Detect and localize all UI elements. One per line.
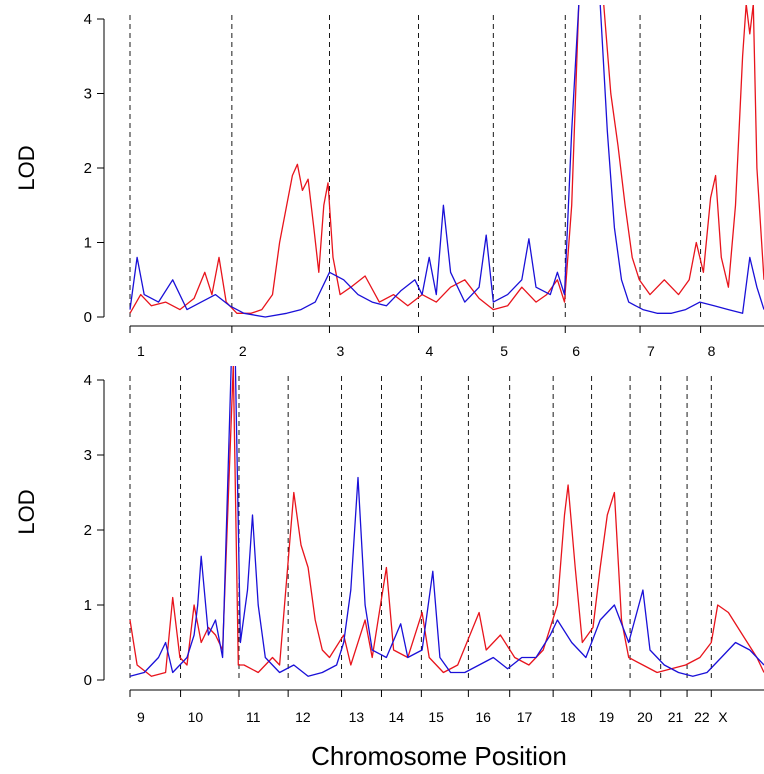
chromosome-label: 14: [388, 709, 404, 725]
chromosome-label: 20: [637, 709, 653, 725]
chromosome-label: 11: [246, 709, 261, 725]
series-red-line: [129, 5, 764, 314]
y-tick-label: 1: [84, 597, 92, 614]
top-panel: 0 1 2 3 4 LOD 1 2 3 4 5 6 7 8: [14, 5, 764, 359]
chromosome-label: 3: [336, 343, 344, 359]
y-tick-label: 4: [84, 11, 92, 28]
y-tick-label: 4: [84, 372, 92, 389]
chromosome-label: 2: [239, 343, 247, 359]
chromosome-label: X: [718, 709, 728, 725]
chromosome-label: 15: [428, 709, 444, 725]
chromosome-label: 17: [517, 709, 533, 725]
y-tick-label: 2: [84, 160, 92, 177]
chromosome-label: 6: [572, 343, 580, 359]
y-tick-label: 3: [84, 447, 92, 464]
y-tick-label: 0: [84, 309, 92, 326]
chromosome-label: 8: [708, 343, 716, 359]
y-tick-label: 0: [84, 672, 92, 689]
chromosome-label: 5: [500, 343, 508, 359]
chromosome-label: 7: [647, 343, 655, 359]
series-blue-line: [129, 366, 764, 677]
chromosome-label: 19: [599, 709, 615, 725]
chromosome-label: 16: [475, 709, 491, 725]
chromosome-label: 4: [426, 343, 434, 359]
series-blue-line: [129, 5, 764, 318]
chromosome-label: 12: [295, 709, 311, 725]
chromosome-label: 18: [560, 709, 576, 725]
y-axis-label: LOD: [14, 145, 39, 190]
chromosome-label: 22: [694, 709, 710, 725]
chromosome-label: 9: [137, 709, 145, 725]
chromosome-label: 13: [349, 709, 365, 725]
y-axis-label: LOD: [14, 489, 39, 534]
chromosome-label: 1: [137, 343, 145, 359]
y-tick-label: 3: [84, 86, 92, 103]
chromosome-label: 10: [188, 709, 204, 725]
chromosome-label: 21: [668, 709, 684, 725]
y-tick-label: 1: [84, 235, 92, 252]
y-tick-label: 2: [84, 522, 92, 539]
series-red-line: [129, 366, 764, 677]
x-axis-label: Chromosome Position: [311, 741, 567, 771]
